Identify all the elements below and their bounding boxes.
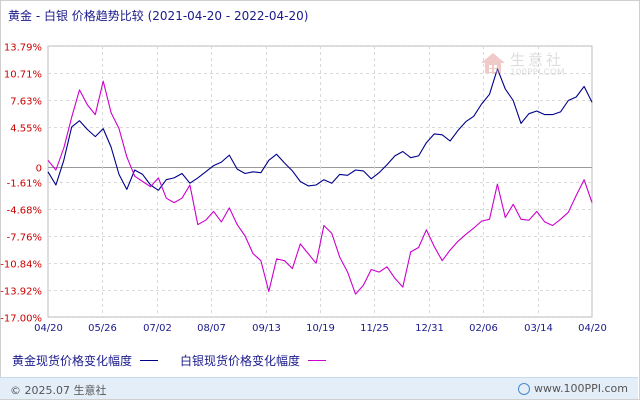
y-tick-label: 4.55% [10, 124, 42, 135]
x-tick-label: 11/25 [360, 323, 389, 334]
footer-website[interactable]: www.100PPI.com [534, 382, 628, 395]
chart-title: 黄金 - 白银 价格趋势比较 (2021-04-20 - 2022-04-20) [8, 7, 308, 24]
series-line-silver [47, 80, 593, 295]
globe-icon [518, 382, 531, 395]
y-tick-label: -1.61% [7, 179, 42, 190]
chart-legend: 黄金现货价格变化幅度 白银现货价格变化幅度 [12, 352, 348, 369]
y-tick-label: 13.79% [4, 43, 42, 54]
x-tick-label: 04/20 [34, 323, 63, 334]
x-tick-label: 10/19 [306, 323, 335, 334]
title-text: 黄金 - 白银 价格趋势比较 [8, 9, 144, 23]
x-tick-label: 07/02 [143, 323, 172, 334]
series-line-gold [47, 68, 593, 191]
x-tick-label: 02/06 [469, 323, 498, 334]
legend-swatch-gold [140, 360, 159, 361]
x-tick-label: 05/26 [88, 323, 117, 334]
x-tick-label: 12/31 [415, 323, 444, 334]
y-tick-label: 10.71% [4, 70, 42, 81]
legend-label-silver: 白银现货价格变化幅度 [180, 354, 301, 368]
legend-label-gold: 黄金现货价格变化幅度 [12, 354, 133, 368]
footer-website-link[interactable]: www.100PPI.com [518, 382, 628, 395]
x-tick-label: 09/13 [252, 323, 281, 334]
y-tick-label: -7.76% [7, 233, 42, 244]
x-tick-label: 03/14 [524, 323, 553, 334]
title-date-range: (2021-04-20 - 2022-04-20) [147, 9, 309, 23]
footer-bar: © 2025.07 生意社 www.100PPI.com [0, 377, 638, 399]
plot-area [47, 45, 593, 318]
y-tick-label: 0 [36, 164, 42, 175]
legend-swatch-silver [308, 360, 327, 361]
y-tick-label: -13.92% [0, 287, 42, 298]
x-tick-label: 04/20 [578, 323, 607, 334]
y-tick-label: 7.63% [10, 97, 42, 108]
footer-copyright: © 2025.07 生意社 [10, 384, 107, 397]
y-tick-label: -17.00% [0, 314, 42, 325]
x-tick-label: 08/07 [197, 323, 226, 334]
y-tick-label: -10.84% [0, 260, 42, 271]
legend-item-gold: 黄金现货价格变化幅度 [12, 352, 159, 369]
legend-item-silver: 白银现货价格变化幅度 [180, 352, 327, 369]
y-tick-label: -4.68% [7, 206, 42, 217]
